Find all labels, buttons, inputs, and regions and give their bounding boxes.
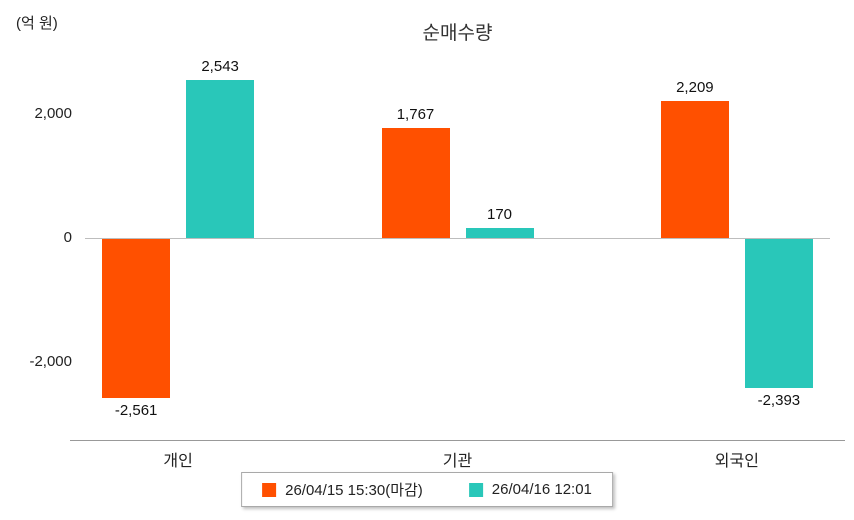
x-axis-category-label: 개인: [163, 453, 193, 470]
y-axis: 2,000 0 -2,000: [0, 58, 72, 440]
x-axis-category-label: 외국인: [714, 453, 759, 470]
x-axis-labels: 개인 기관 외국인: [85, 447, 830, 470]
bar-value-label: 170: [486, 205, 513, 223]
y-axis-tick-label: 0: [63, 229, 72, 247]
bar: [102, 239, 171, 399]
legend-color-swatch: [468, 482, 483, 497]
bar: [186, 80, 255, 239]
legend-item: 26/04/16 12:01: [468, 481, 592, 498]
chart-title: 순매수량: [422, 23, 493, 44]
legend-item: 26/04/15 15:30(마감): [262, 479, 423, 500]
zero-axis-line: [85, 238, 830, 240]
y-axis-tick-label: 2,000: [34, 104, 72, 122]
bar: [381, 128, 450, 239]
bar: [744, 239, 813, 388]
y-axis-unit-label: (억 원): [16, 15, 58, 32]
legend-label: 26/04/16 12:01: [491, 481, 592, 498]
legend: 26/04/15 15:30(마감) 26/04/16 12:01: [241, 472, 613, 507]
y-axis-tick-label: -2,000: [29, 353, 72, 371]
bar: [465, 227, 534, 239]
bar-value-label: 2,543: [201, 58, 239, 76]
bar-value-label: 2,209: [676, 78, 714, 96]
legend-color-swatch: [262, 482, 277, 497]
bar: [660, 100, 729, 239]
bar-value-label: -2,561: [114, 402, 158, 420]
x-axis-line: [70, 440, 845, 441]
bar-value-label: 1,767: [396, 106, 435, 124]
legend-label: 26/04/15 15:30(마감): [285, 482, 423, 499]
x-axis-category-label: 기관: [442, 453, 473, 470]
plot-area: -2,561 1,767 2,209 2,543 170 -2,393: [85, 58, 830, 440]
bar-value-label: -2,393: [757, 391, 801, 409]
